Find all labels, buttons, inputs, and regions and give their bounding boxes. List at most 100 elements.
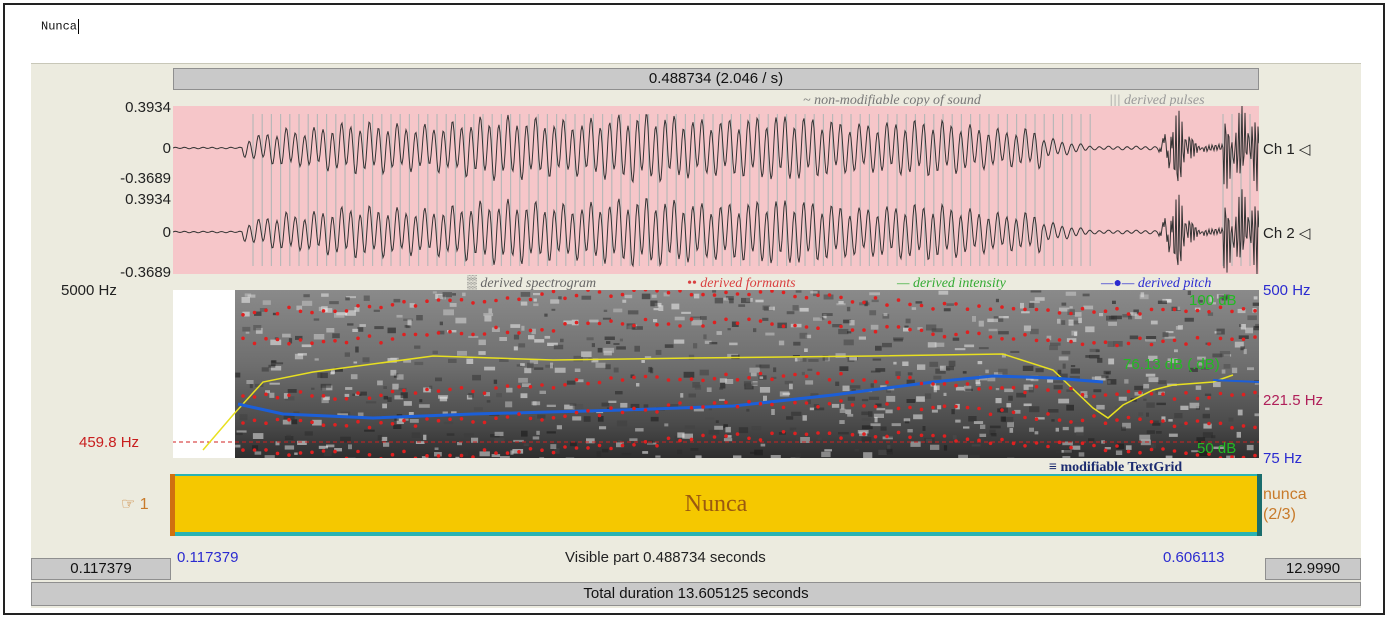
legend-pulses: ||| derived pulses [1109, 93, 1205, 108]
spectrogram-cell [387, 358, 397, 363]
spectrogram-cell [911, 307, 917, 310]
spectrogram-cell [439, 321, 443, 326]
formant-dot [908, 405, 912, 410]
spectrogram-cell [805, 380, 814, 385]
spectrogram-cell [613, 343, 620, 345]
formant-dot [436, 389, 441, 393]
spectrogram-cell [1165, 331, 1174, 334]
formant-dot [735, 321, 740, 326]
legend-pitch: —●— derived pitch [1101, 276, 1212, 291]
spectrogram-cell [1006, 403, 1012, 408]
spectrogram-cell [663, 292, 670, 297]
spectrogram-area[interactable] [173, 290, 1259, 458]
spectrogram-cell [791, 411, 802, 416]
spectrogram-cell [533, 298, 537, 302]
spectrogram-cell [821, 313, 833, 316]
formant-dot [896, 325, 901, 329]
formant-dot [1034, 307, 1039, 312]
spectrogram-cell [572, 416, 582, 421]
formant-dot [379, 341, 383, 345]
spectrogram-cell [472, 456, 480, 458]
formant-dots [241, 290, 1257, 458]
spectrogram-cell [1048, 409, 1059, 413]
formant-dot [1172, 397, 1177, 401]
tier-pointer[interactable]: ☞ 1 [121, 494, 149, 514]
interval-nunca[interactable]: Nunca [175, 476, 1257, 532]
spectrogram-cell [643, 404, 649, 408]
formant-dot [1161, 392, 1165, 396]
formant-dot [666, 290, 671, 295]
spectrogram-cell [556, 425, 562, 430]
spectrogram-cell [1089, 348, 1099, 353]
spectrogram-cell [287, 389, 297, 393]
spectrogram-cell [847, 331, 852, 334]
spectrogram-cell [1168, 419, 1173, 422]
channel-1-label[interactable]: Ch 1 ◁ [1263, 141, 1311, 158]
formant-dot [505, 415, 510, 419]
spectrogram-cell [297, 440, 307, 445]
formant-dot [747, 436, 751, 441]
spectrogram-cell [915, 301, 923, 304]
formant-dot [908, 302, 912, 307]
formant-dot [1046, 412, 1050, 416]
spectrogram-cell [1083, 305, 1094, 310]
spectrogram-cell [239, 414, 248, 421]
formant-dot [1057, 418, 1062, 422]
formant-dot [942, 404, 947, 408]
formant-dot [988, 412, 993, 417]
spectrogram-cell [1197, 299, 1203, 303]
selection-duration-bar[interactable]: 0.488734 (2.046 / s) [173, 68, 1259, 90]
formant-dot [1011, 306, 1016, 311]
spectrogram-cell [760, 443, 766, 447]
spectrogram-cell [563, 320, 572, 325]
left-time-bar[interactable]: 0.117379 [31, 558, 171, 580]
formant-dot [827, 378, 832, 382]
spectrogram-cell [765, 332, 775, 336]
right-time-bar[interactable]: 12.9990 [1265, 558, 1361, 580]
formant-dot [356, 391, 360, 395]
spectrogram-cell [931, 328, 943, 333]
spectrogram-cell [381, 436, 388, 441]
formant-dot [620, 378, 625, 382]
spectrogram-cell [323, 308, 333, 313]
spectrogram-cell [403, 360, 412, 363]
spectrogram-cell [1245, 327, 1253, 334]
formant-dot [425, 417, 429, 421]
spectrogram-cell [839, 420, 845, 424]
interval-right-boundary[interactable] [1257, 474, 1262, 536]
spectrogram-cell [296, 305, 303, 311]
spectrogram-cell [313, 334, 325, 340]
text-input-value[interactable]: Nunca [41, 19, 78, 34]
formant-dot [758, 290, 763, 294]
spectrogram-cell [723, 438, 733, 442]
formant-dot [1218, 421, 1223, 426]
formant-dot [505, 451, 510, 455]
tier-1[interactable]: Nunca [170, 474, 1262, 536]
formant-dot [827, 320, 832, 325]
intensity-value-label: 76.13 dB (.dB) [1123, 356, 1220, 373]
spectrogram-cell [1253, 325, 1259, 331]
formant-dot [839, 324, 843, 329]
spectrogram-cell [838, 432, 849, 435]
formant-dot [1069, 339, 1073, 344]
spectrogram-cell [394, 418, 399, 421]
visible-part-label[interactable]: Visible part 0.488734 seconds [565, 549, 766, 566]
formant-dot [528, 385, 533, 389]
formant-dot [563, 445, 567, 449]
spectrogram-cell [808, 359, 819, 362]
formant-dot [1207, 310, 1211, 314]
spectrogram-cell [738, 304, 746, 307]
spectrogram-cell [951, 409, 955, 415]
interval-left-boundary[interactable] [170, 474, 175, 536]
waveform-area[interactable] [173, 106, 1259, 274]
total-duration-bar[interactable]: Total duration 13.605125 seconds [31, 582, 1361, 606]
spectrogram-cell [275, 441, 280, 446]
text-input-line[interactable]: Nunca [41, 19, 80, 34]
channel-2-label[interactable]: Ch 2 ◁ [1263, 225, 1311, 242]
spectrogram-cell [373, 309, 380, 312]
spectrogram-cell [1202, 413, 1210, 419]
spectrogram-cell [979, 433, 987, 437]
spectrogram-cell [1189, 367, 1198, 372]
formant-dot [333, 339, 337, 343]
spectrogram-cell [317, 372, 323, 378]
